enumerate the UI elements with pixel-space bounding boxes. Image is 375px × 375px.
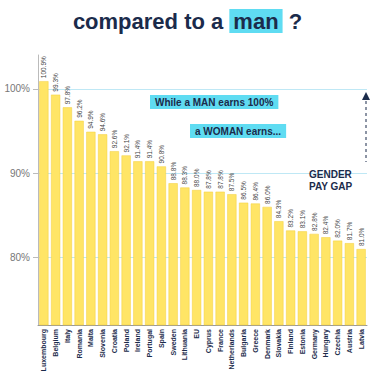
- svg-text:Germany: Germany: [311, 329, 319, 359]
- svg-text:Denmark: Denmark: [264, 329, 271, 359]
- svg-text:100.9%: 100.9%: [40, 56, 47, 78]
- svg-text:83.2%: 83.2%: [287, 209, 294, 228]
- svg-text:87.5%: 87.5%: [228, 173, 235, 192]
- svg-text:Latvia: Latvia: [358, 329, 365, 349]
- svg-text:100%: 100%: [4, 83, 30, 94]
- svg-text:Finland: Finland: [287, 329, 294, 354]
- svg-text:Portugal: Portugal: [146, 329, 154, 357]
- svg-text:Slovenia: Slovenia: [99, 329, 106, 358]
- svg-text:94.9%: 94.9%: [87, 110, 94, 129]
- svg-text:83.1%: 83.1%: [299, 210, 306, 229]
- svg-text:EU: EU: [193, 329, 200, 339]
- svg-text:88.8%: 88.8%: [170, 162, 177, 181]
- svg-text:91.4%: 91.4%: [134, 140, 141, 159]
- svg-text:Netherlands: Netherlands: [228, 329, 235, 370]
- svg-text:Luxembourg: Luxembourg: [40, 329, 48, 371]
- svg-text:France: France: [217, 329, 224, 352]
- svg-text:?: ?: [289, 9, 302, 34]
- svg-text:Slovakia: Slovakia: [275, 329, 282, 358]
- svg-text:a: a: [211, 9, 224, 34]
- svg-text:a WOMAN earns...: a WOMAN earns...: [195, 126, 281, 137]
- svg-text:GENDER: GENDER: [309, 169, 355, 180]
- svg-text:91.4%: 91.4%: [146, 140, 153, 159]
- svg-text:82.8%: 82.8%: [311, 212, 318, 231]
- svg-text:PAY GAP: PAY GAP: [309, 181, 352, 192]
- svg-text:Malta: Malta: [87, 329, 94, 347]
- svg-text:Austria: Austria: [346, 329, 353, 353]
- svg-text:Italy: Italy: [64, 329, 72, 343]
- svg-text:92.1%: 92.1%: [123, 134, 130, 153]
- svg-text:86.0%: 86.0%: [264, 185, 271, 204]
- svg-text:Belgium: Belgium: [52, 329, 60, 357]
- svg-text:81.7%: 81.7%: [346, 222, 353, 241]
- svg-text:compared: compared: [73, 9, 178, 34]
- svg-text:99.3%: 99.3%: [52, 73, 59, 92]
- svg-text:96.2%: 96.2%: [76, 99, 83, 118]
- svg-text:Poland: Poland: [123, 329, 130, 352]
- svg-text:94.6%: 94.6%: [99, 113, 106, 132]
- svg-text:88.3%: 88.3%: [181, 166, 188, 185]
- svg-text:Estonia: Estonia: [299, 329, 306, 354]
- svg-text:82.4%: 82.4%: [322, 216, 329, 235]
- svg-text:to: to: [184, 9, 205, 34]
- svg-text:man: man: [233, 9, 278, 34]
- svg-text:Greece: Greece: [252, 329, 259, 353]
- svg-text:90.8%: 90.8%: [158, 145, 165, 164]
- svg-text:Czechia: Czechia: [334, 329, 341, 356]
- svg-text:92.6%: 92.6%: [111, 130, 118, 149]
- svg-text:97.8%: 97.8%: [64, 86, 71, 105]
- svg-text:While a MAN earns 100%: While a MAN earns 100%: [155, 97, 273, 108]
- svg-text:88.0%: 88.0%: [193, 168, 200, 187]
- svg-text:90%: 90%: [10, 168, 30, 179]
- svg-text:Romania: Romania: [76, 329, 83, 359]
- svg-text:Cyprus: Cyprus: [205, 329, 213, 353]
- svg-text:80%: 80%: [10, 252, 30, 263]
- svg-text:84.3%: 84.3%: [275, 200, 282, 219]
- svg-text:Sweden: Sweden: [170, 329, 177, 355]
- svg-text:Spain: Spain: [158, 329, 166, 348]
- svg-text:86.4%: 86.4%: [252, 182, 259, 201]
- svg-text:82.0%: 82.0%: [334, 219, 341, 238]
- svg-text:81.0%: 81.0%: [358, 227, 365, 246]
- svg-text:Lithuania: Lithuania: [181, 329, 188, 360]
- svg-text:87.8%: 87.8%: [205, 170, 212, 189]
- svg-text:Hungary: Hungary: [322, 329, 330, 358]
- svg-text:Bulgaria: Bulgaria: [240, 329, 248, 357]
- svg-text:Croatia: Croatia: [111, 329, 118, 353]
- svg-text:87.8%: 87.8%: [217, 170, 224, 189]
- svg-text:86.5%: 86.5%: [240, 181, 247, 200]
- svg-text:Ireland: Ireland: [134, 329, 141, 352]
